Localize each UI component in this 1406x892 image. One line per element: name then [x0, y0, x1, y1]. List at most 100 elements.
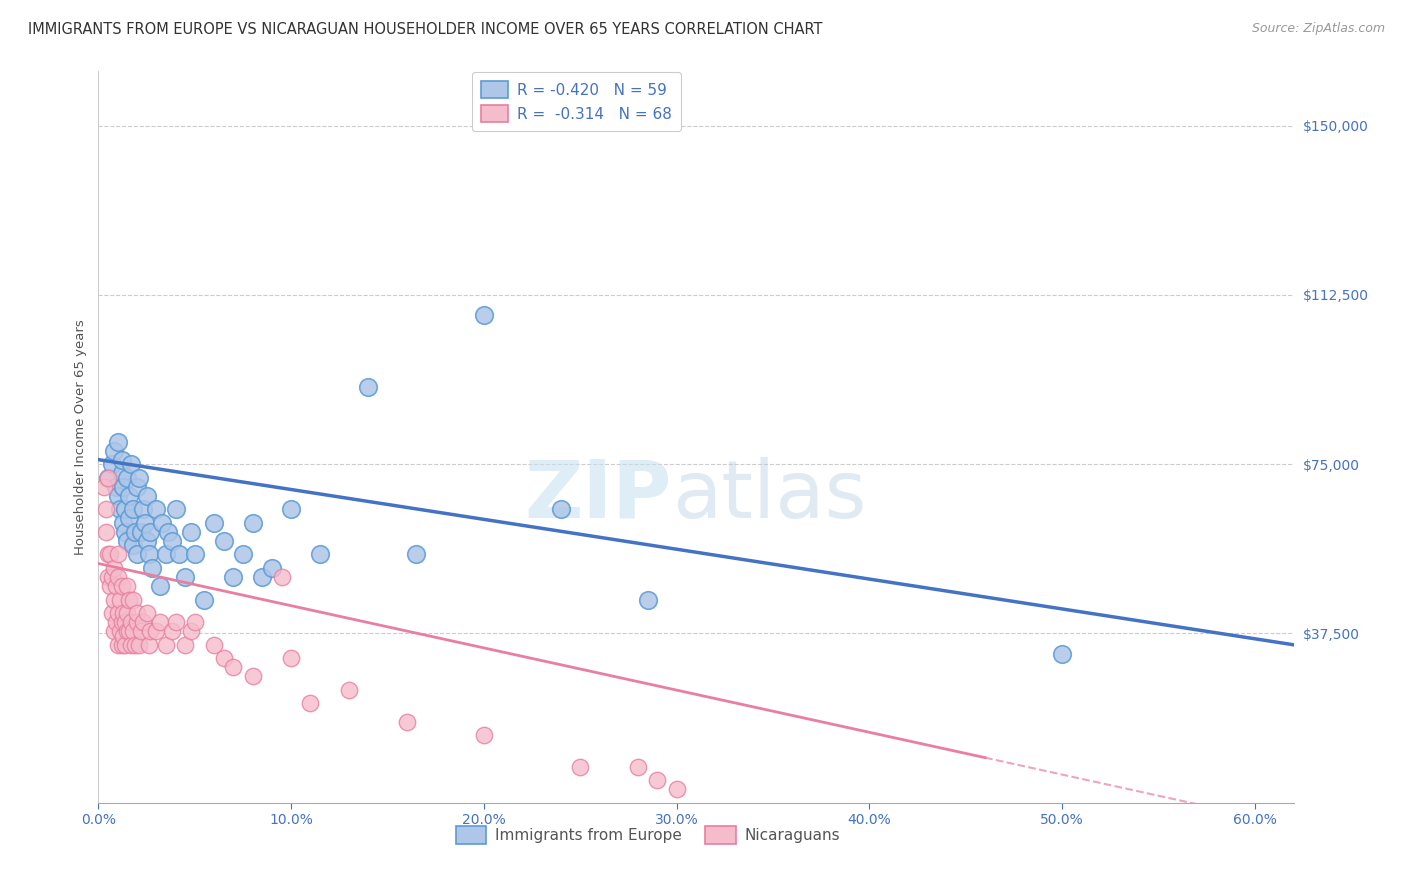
- Point: [299, 697, 322, 711]
- Point: [129, 524, 152, 539]
- Point: [108, 624, 131, 639]
- Point: [472, 728, 495, 742]
- Point: [122, 502, 145, 516]
- Point: [125, 480, 148, 494]
- Point: [122, 624, 145, 639]
- Point: [117, 471, 139, 485]
- Point: [107, 606, 129, 620]
- Point: [118, 592, 141, 607]
- Point: [129, 624, 152, 639]
- Point: [103, 624, 125, 639]
- Point: [103, 592, 125, 607]
- Point: [160, 624, 183, 639]
- Point: [128, 638, 150, 652]
- Point: [125, 548, 148, 562]
- Point: [155, 638, 177, 652]
- Point: [232, 548, 254, 562]
- Point: [202, 638, 225, 652]
- Point: [149, 615, 172, 630]
- Point: [156, 524, 179, 539]
- Point: [405, 548, 427, 562]
- Point: [637, 592, 659, 607]
- Point: [139, 524, 162, 539]
- Point: [138, 638, 160, 652]
- Point: [260, 561, 283, 575]
- Point: [114, 524, 136, 539]
- Point: [97, 471, 120, 485]
- Point: [118, 624, 141, 639]
- Point: [112, 629, 135, 643]
- Point: [120, 615, 142, 630]
- Point: [104, 579, 127, 593]
- Point: [114, 615, 136, 630]
- Point: [135, 606, 157, 620]
- Point: [627, 760, 650, 774]
- Point: [395, 714, 418, 729]
- Point: [128, 471, 150, 485]
- Point: [94, 524, 117, 539]
- Point: [180, 524, 202, 539]
- Point: [270, 570, 292, 584]
- Point: [222, 570, 245, 584]
- Point: [242, 669, 264, 683]
- Point: [309, 548, 332, 562]
- Point: [134, 516, 156, 530]
- Text: ZIP: ZIP: [524, 457, 672, 534]
- Point: [120, 638, 142, 652]
- Text: IMMIGRANTS FROM EUROPE VS NICARAGUAN HOUSEHOLDER INCOME OVER 65 YEARS CORRELATIO: IMMIGRANTS FROM EUROPE VS NICARAGUAN HOU…: [28, 22, 823, 37]
- Point: [118, 511, 141, 525]
- Point: [569, 760, 592, 774]
- Point: [107, 489, 129, 503]
- Point: [101, 457, 124, 471]
- Point: [138, 548, 160, 562]
- Point: [107, 638, 129, 652]
- Point: [104, 615, 127, 630]
- Point: [110, 638, 132, 652]
- Point: [169, 548, 191, 562]
- Point: [212, 651, 235, 665]
- Point: [112, 516, 135, 530]
- Point: [174, 638, 197, 652]
- Point: [103, 561, 125, 575]
- Point: [110, 579, 132, 593]
- Point: [647, 773, 669, 788]
- Point: [212, 533, 235, 548]
- Point: [125, 606, 148, 620]
- Point: [337, 682, 360, 697]
- Point: [174, 570, 197, 584]
- Point: [135, 533, 157, 548]
- Point: [160, 533, 183, 548]
- Point: [97, 471, 120, 485]
- Point: [665, 782, 688, 797]
- Point: [252, 570, 274, 584]
- Point: [103, 443, 125, 458]
- Point: [97, 570, 120, 584]
- Point: [1050, 647, 1073, 661]
- Point: [124, 524, 146, 539]
- Point: [122, 592, 145, 607]
- Point: [357, 380, 380, 394]
- Point: [117, 606, 139, 620]
- Point: [202, 516, 225, 530]
- Point: [94, 502, 117, 516]
- Point: [242, 516, 264, 530]
- Point: [108, 502, 131, 516]
- Point: [472, 308, 495, 322]
- Point: [97, 548, 120, 562]
- Point: [550, 502, 572, 516]
- Point: [122, 538, 145, 552]
- Point: [98, 579, 121, 593]
- Point: [110, 466, 132, 480]
- Point: [145, 624, 167, 639]
- Point: [98, 548, 121, 562]
- Point: [107, 570, 129, 584]
- Point: [117, 624, 139, 639]
- Text: Source: ZipAtlas.com: Source: ZipAtlas.com: [1251, 22, 1385, 36]
- Point: [145, 502, 167, 516]
- Point: [222, 660, 245, 674]
- Point: [165, 502, 187, 516]
- Point: [117, 579, 139, 593]
- Point: [107, 434, 129, 449]
- Point: [107, 548, 129, 562]
- Point: [184, 615, 207, 630]
